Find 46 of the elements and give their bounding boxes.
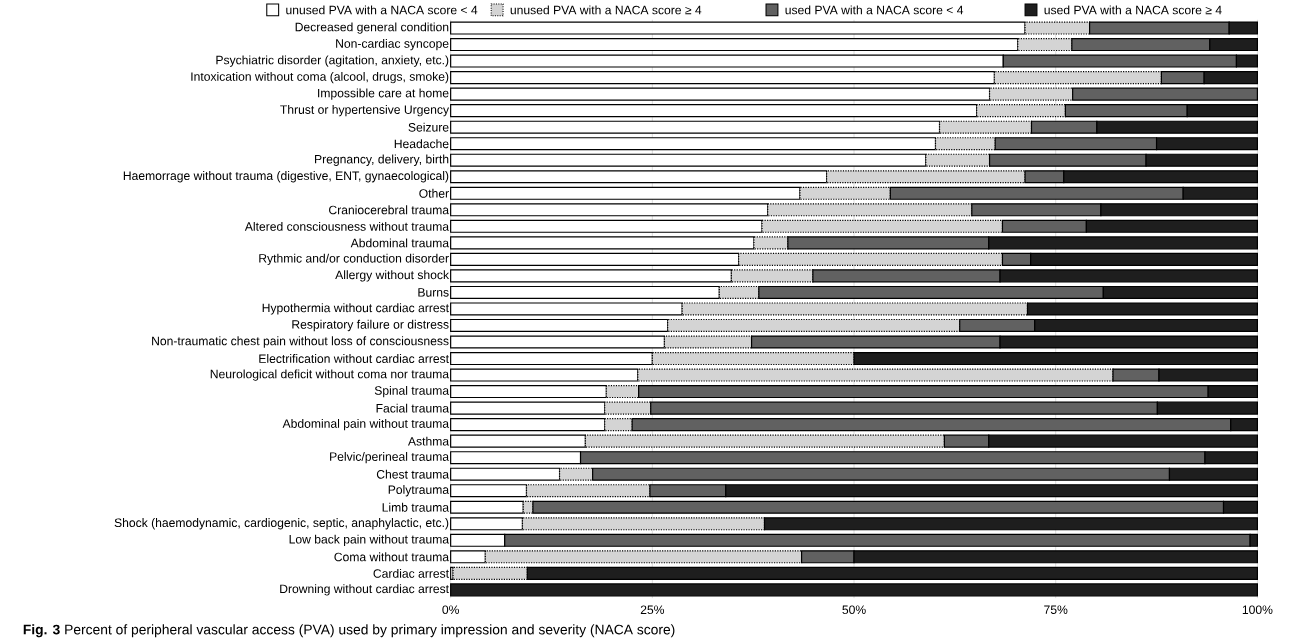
y-tick-label: Facial trauma [376, 403, 450, 413]
legend-label: used PVA with a NACA score < 4 [785, 5, 964, 15]
y-tick-label: Burns [418, 288, 449, 297]
y-tick-label: Drowning without cardiac arrest [280, 584, 449, 596]
y-tick-label: Seizure [408, 122, 449, 132]
y-tick-label: Coma without trauma [334, 552, 450, 562]
y-tick-label: Altered consciousness without trauma [244, 222, 450, 231]
text: Fig. 3 Percent of peripheral vascular access (PVA) used by primary impression and severity (NACA score) [23, 624, 675, 638]
y-tick-label: Polytrauma [388, 485, 450, 497]
y-tick-label: Abdominal trauma [350, 238, 450, 248]
y-tick-label: Pregnancy, delivery, birth [315, 154, 449, 167]
y-tick-label: Rythmic and/or conduction disorder [259, 253, 449, 266]
y-tick-label: Pelvic/perineal trauma [330, 452, 450, 464]
y-tick-label: Haemorrage without trauma (digestive, ENT, gynaecological) [123, 171, 449, 183]
y-tick-label: Non-cardiac syncope [336, 39, 449, 51]
x-tick-label: 100% [1242, 605, 1273, 615]
x-tick-label: 50% [842, 605, 866, 615]
legend-label: unused PVA with a NACA score < 4 [286, 5, 478, 15]
y-tick-label: Electrification without cardiac arrest [259, 354, 449, 364]
y-tick-label: Low back pain without trauma [289, 534, 450, 547]
legend-label: used PVA with a NACA score ≥ 4 [1044, 5, 1222, 15]
x-tick-label: 25% [640, 605, 665, 615]
y-tick-label: Respiratory failure or distress [292, 320, 449, 332]
y-tick-label: Chest trauma [376, 469, 450, 479]
y-tick-label: Neurological deficit without coma nor trauma [210, 369, 450, 381]
y-tick-label: Impossible care at home [318, 88, 449, 100]
y-tick-label: Non-traumatic chest pain without loss of consciousness [152, 336, 449, 348]
y-tick-label: Spinal trauma [374, 386, 450, 398]
y-tick-label: Hypothermia without cardiac arrest [262, 303, 449, 315]
y-tick-label: Shock (haemodynamic, cardiogenic, septic, anaphylactic, etc.) [114, 518, 449, 530]
y-tick-label: Limb trauma [382, 502, 450, 512]
legend-label: unused PVA with a NACA score ≥ 4 [510, 5, 702, 15]
y-tick-label: Abdominal pain without trauma [282, 419, 450, 431]
y-tick-label: Asthma [407, 436, 450, 446]
y-tick-label: Headache [394, 139, 449, 149]
y-tick-label: Intoxication without coma (alcool, drugs, smoke) [191, 72, 449, 84]
y-tick-label: Other [419, 189, 449, 198]
y-tick-label: Cardiac arrest [373, 569, 449, 578]
x-tick-label: 75% [1044, 605, 1068, 615]
y-tick-label: Allergy without shock [335, 270, 450, 282]
y-tick-label: Psychiatric disorder (agitation, anxiety, etc.) [216, 55, 449, 67]
y-tick-label: Decreased general condition [295, 22, 449, 34]
y-tick-label: Thrust or hypertensive Urgency [280, 105, 450, 117]
bar [450, 583, 1258, 597]
x-tick-label: 0% [442, 605, 459, 615]
y-tick-label: Craniocerebral trauma [329, 205, 450, 215]
